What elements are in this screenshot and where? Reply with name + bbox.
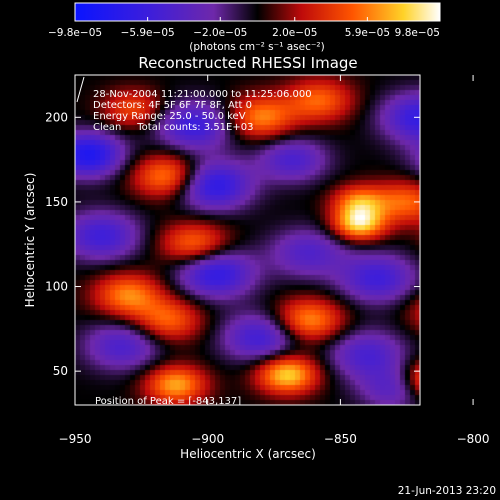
y-tick-label: 50 xyxy=(53,364,68,378)
colorbar-tick-label: 5.9e−05 xyxy=(345,27,390,39)
x-tick-label: −800 xyxy=(457,432,490,446)
x-tick-label: −950 xyxy=(59,432,92,446)
y-axis: 50 100 150 200 xyxy=(45,110,420,378)
colorbar-ticks: −9.8e−05 −5.9e−05 −2.0e−05 2.0e−05 5.9e−05 9.… xyxy=(48,17,441,39)
x-axis-label: Heliocentric X (arcsec) xyxy=(180,447,316,461)
heatmap-image xyxy=(75,75,420,405)
y-tick-label: 150 xyxy=(45,195,68,209)
colorbar-tick-label: 9.8e−05 xyxy=(395,27,440,39)
colorbar-units: (photons cm⁻² s⁻¹ asec⁻²) xyxy=(189,41,324,53)
chart-title: Reconstructed RHESSI Image xyxy=(138,54,357,72)
x-tick-label: −850 xyxy=(324,432,357,446)
x-tick-label: −900 xyxy=(191,432,224,446)
annotation-algorithm-counts: Clean Total counts: 3.51E+03 xyxy=(93,122,253,133)
y-tick-label: 200 xyxy=(45,110,68,124)
colorbar xyxy=(74,2,441,22)
peak-position-label: Position of Peak = [-843,137] xyxy=(95,396,241,407)
observation-annotations: 28-Nov-2004 11:21:00.000 to 11:25:06.000… xyxy=(93,89,312,133)
colorbar-tick-label: −9.8e−05 xyxy=(48,27,102,39)
plot-frame xyxy=(74,74,421,406)
footer-timestamp: 21-Jun-2013 23:20 xyxy=(398,485,496,497)
y-axis-label: Heliocentric Y (arcsec) xyxy=(23,173,37,308)
colorbar-tick-label: −2.0e−05 xyxy=(193,27,247,39)
limb-line xyxy=(76,76,85,103)
colorbar-tick-label: −5.9e−05 xyxy=(121,27,175,39)
annotation-time-range: 28-Nov-2004 11:21:00.000 to 11:25:06.000 xyxy=(93,89,312,100)
x-axis: −950 −900 −850 −800 xyxy=(59,75,490,446)
colorbar-tick-label: 2.0e−05 xyxy=(272,27,317,39)
annotation-detectors: Detectors: 4F 5F 6F 7F 8F, Att 0 xyxy=(93,100,252,111)
annotation-energy-range: Energy Range: 25.0 - 50.0 keV xyxy=(93,111,246,122)
y-tick-label: 100 xyxy=(45,280,68,294)
